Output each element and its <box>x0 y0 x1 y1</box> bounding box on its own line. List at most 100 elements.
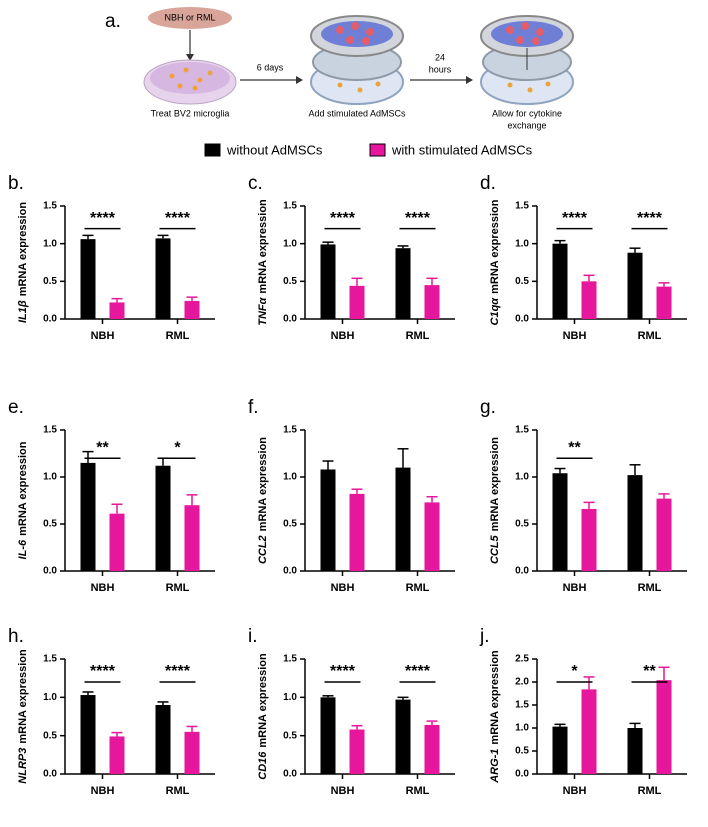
y-tick-label: 0.5 <box>43 276 57 287</box>
x-tick-label: NBH <box>91 582 115 594</box>
schematic-label: Add stimulated AdMSCs <box>308 108 406 118</box>
legend-swatch <box>369 143 386 157</box>
y-axis-title-text: mRNA expression <box>17 202 29 297</box>
significance-label: **** <box>562 210 588 227</box>
y-axis-title: NLRP3 mRNA expression <box>17 649 29 784</box>
schematic <box>143 7 574 105</box>
bar <box>656 286 672 319</box>
y-axis-title: C1qα mRNA expression <box>489 199 501 325</box>
bar <box>349 729 365 774</box>
panel-label: e. <box>8 397 24 418</box>
bar <box>80 239 96 319</box>
y-axis-title: IL1β mRNA expression <box>17 202 29 323</box>
x-tick-label: NBH <box>331 785 355 797</box>
y-axis-gene: C1qα <box>489 297 501 326</box>
y-tick-label: 1.0 <box>283 238 297 249</box>
bar <box>581 508 597 571</box>
y-tick-label: 0.5 <box>283 276 297 287</box>
bar <box>80 695 96 774</box>
schematic-label: Allow for cytokine <box>492 108 562 118</box>
y-tick-label: 2.0 <box>515 677 529 688</box>
y-tick-label: 0.0 <box>283 566 297 577</box>
x-tick-label: RML <box>166 785 190 797</box>
bar <box>349 285 365 319</box>
bar <box>109 736 125 774</box>
schematic-label: 24 <box>435 52 445 62</box>
y-tick-label: 0.0 <box>283 769 297 780</box>
schematic-label: exchange <box>507 120 546 130</box>
bar <box>656 680 672 774</box>
bar <box>349 493 365 571</box>
y-axis-gene: IL-6 <box>17 539 29 559</box>
y-tick-label: 0.5 <box>515 519 529 530</box>
y-axis-title: IL-6 mRNA expression <box>17 441 29 559</box>
x-tick-label: NBH <box>91 330 115 342</box>
y-axis-title: CCL2 mRNA expression <box>257 437 269 564</box>
bar <box>581 281 597 319</box>
schematic-label: Treat BV2 microglia <box>151 108 230 118</box>
y-tick-label: 0.0 <box>515 314 529 325</box>
panel-label: h. <box>8 626 24 647</box>
bar <box>424 502 440 571</box>
significance-label: **** <box>165 210 191 227</box>
legend-label: with stimulated AdMSCs <box>391 142 533 157</box>
x-tick-label: RML <box>638 785 662 797</box>
panel-label: d. <box>480 173 496 194</box>
y-tick-label: 0.0 <box>515 566 529 577</box>
y-axis-title-text: mRNA expression <box>489 199 501 294</box>
y-axis-title-text: mRNA expression <box>257 437 269 532</box>
y-axis-title-text: mRNA expression <box>17 649 29 744</box>
y-tick-label: 1.0 <box>43 692 57 703</box>
schematic-label: hours <box>429 64 452 74</box>
y-tick-label: 0.0 <box>43 769 57 780</box>
bar <box>155 465 171 571</box>
significance-label: **** <box>637 210 663 227</box>
y-tick-label: 1.0 <box>515 472 529 483</box>
significance-label: **** <box>405 663 431 680</box>
significance-label: **** <box>90 210 116 227</box>
y-tick-label: 1.0 <box>515 238 529 249</box>
y-tick-label: 1.5 <box>43 425 57 436</box>
y-axis-gene: NLRP3 <box>17 748 29 784</box>
legend-label: without AdMSCs <box>226 142 323 157</box>
bar <box>109 513 125 571</box>
significance-label: **** <box>405 210 431 227</box>
y-tick-label: 1.0 <box>43 238 57 249</box>
y-tick-label: 1.5 <box>515 700 529 711</box>
x-tick-label: RML <box>406 785 430 797</box>
y-axis-gene: CD16 <box>257 751 269 780</box>
bar <box>656 498 672 571</box>
y-axis-gene: CCL2 <box>257 535 269 564</box>
bar <box>184 505 200 571</box>
y-tick-label: 1.0 <box>283 472 297 483</box>
y-tick-label: 1.5 <box>283 654 297 665</box>
bar <box>627 252 643 319</box>
significance-label: ** <box>568 439 581 456</box>
x-tick-label: RML <box>406 582 430 594</box>
y-axis-gene: TNFα <box>257 296 269 325</box>
bar <box>184 731 200 774</box>
y-axis-title: ARG-1 mRNA expression <box>489 650 501 784</box>
panel-label: g. <box>480 397 496 418</box>
y-tick-label: 1.5 <box>515 201 529 212</box>
bar <box>627 475 643 571</box>
y-tick-label: 1.5 <box>283 201 297 212</box>
significance-label: * <box>571 663 578 680</box>
y-axis-title-text: mRNA expression <box>257 199 269 294</box>
y-tick-label: 0.0 <box>283 314 297 325</box>
y-axis-gene: IL1β <box>17 300 29 323</box>
significance-label: ** <box>643 663 656 680</box>
y-axis-title-text: mRNA expression <box>489 650 501 745</box>
x-tick-label: NBH <box>331 582 355 594</box>
bar <box>424 285 440 319</box>
x-tick-label: NBH <box>331 330 355 342</box>
y-tick-label: 0.5 <box>43 519 57 530</box>
y-tick-label: 1.5 <box>43 201 57 212</box>
y-tick-label: 0.5 <box>515 276 529 287</box>
y-axis-title: CCL5 mRNA expression <box>489 437 501 564</box>
significance-label: **** <box>90 663 116 680</box>
y-axis-title: TNFα mRNA expression <box>257 199 269 326</box>
y-tick-label: 1.0 <box>43 472 57 483</box>
bar <box>627 728 643 774</box>
